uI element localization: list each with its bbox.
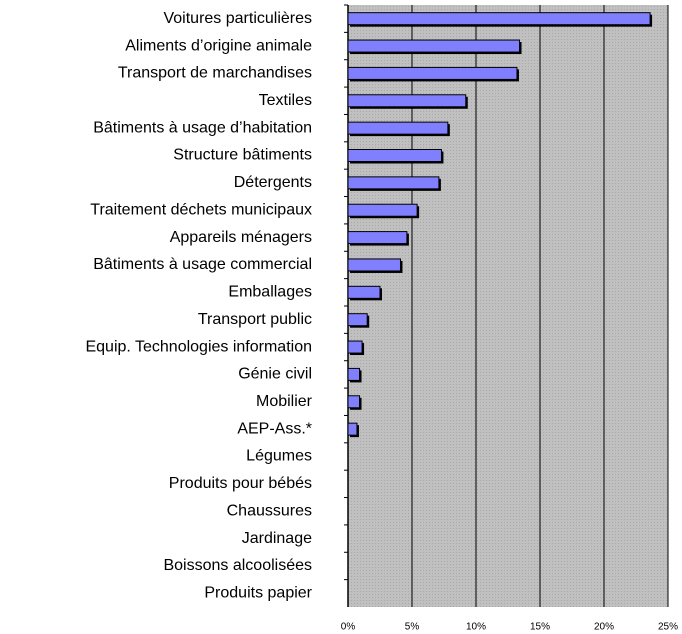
- y-tick-label: Génie civil: [238, 366, 312, 383]
- y-tick-label: Aliments d’origine animale: [125, 37, 312, 54]
- y-tick-label: Mobilier: [256, 393, 313, 410]
- bar: [347, 422, 358, 436]
- y-tick-label: Appareils ménagers: [170, 229, 312, 246]
- y-tick-label: Structure bâtiments: [173, 147, 312, 164]
- bar: [347, 121, 449, 135]
- y-tick-label: AEP-Ass.*: [237, 420, 312, 437]
- bar: [347, 285, 381, 299]
- bar: [347, 395, 361, 409]
- bar: [347, 94, 467, 108]
- bar: [347, 367, 361, 381]
- y-tick-label: Légumes: [246, 448, 312, 465]
- bar: [347, 231, 408, 245]
- y-tick-label: Transport public: [198, 311, 312, 328]
- bar: [347, 258, 401, 272]
- bar: [347, 340, 363, 354]
- y-tick-label: Traitement déchets municipaux: [90, 201, 312, 218]
- x-tick-label: 0%: [341, 622, 356, 633]
- x-tick-label: 5%: [405, 622, 420, 633]
- x-tick-label: 20%: [594, 622, 614, 633]
- y-tick-label: Chaussures: [227, 502, 312, 519]
- x-tick-label: 25%: [658, 622, 678, 633]
- x-tick-label: 10%: [466, 622, 486, 633]
- bar: [347, 149, 442, 162]
- y-tick-label: Equip. Technologies information: [85, 338, 312, 355]
- y-tick-label: Produits papier: [204, 585, 312, 602]
- bar: [347, 12, 651, 26]
- y-tick-label: Bâtiments à usage commercial: [93, 256, 312, 273]
- y-tick-label: Textiles: [259, 92, 312, 109]
- y-tick-label: Voitures particulières: [163, 10, 312, 27]
- y-tick-label: Détergents: [234, 174, 312, 191]
- y-tick-label: Transport de marchandises: [118, 65, 312, 82]
- y-tick-label: Produits pour bébés: [169, 475, 312, 492]
- bar: [347, 203, 418, 217]
- bar: [347, 66, 518, 80]
- y-tick-label: Jardinage: [242, 530, 312, 547]
- y-tick-label: Boissons alcoolisées: [163, 557, 312, 574]
- bar: [347, 176, 440, 190]
- y-tick-label: Emballages: [228, 284, 312, 301]
- x-tick-label: 15%: [530, 622, 550, 633]
- bar: [347, 39, 521, 53]
- y-tick-label: Bâtiments à usage d’habitation: [93, 119, 312, 136]
- bar: [347, 313, 368, 327]
